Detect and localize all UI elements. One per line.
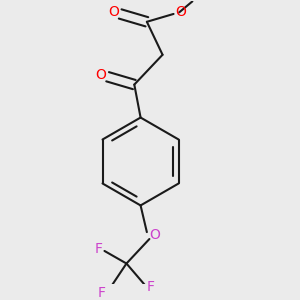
Text: O: O	[108, 5, 119, 20]
Text: F: F	[95, 242, 103, 256]
Text: O: O	[175, 5, 186, 20]
Text: O: O	[95, 68, 106, 82]
Text: F: F	[147, 280, 155, 294]
Text: O: O	[149, 228, 160, 242]
Text: F: F	[98, 286, 106, 300]
